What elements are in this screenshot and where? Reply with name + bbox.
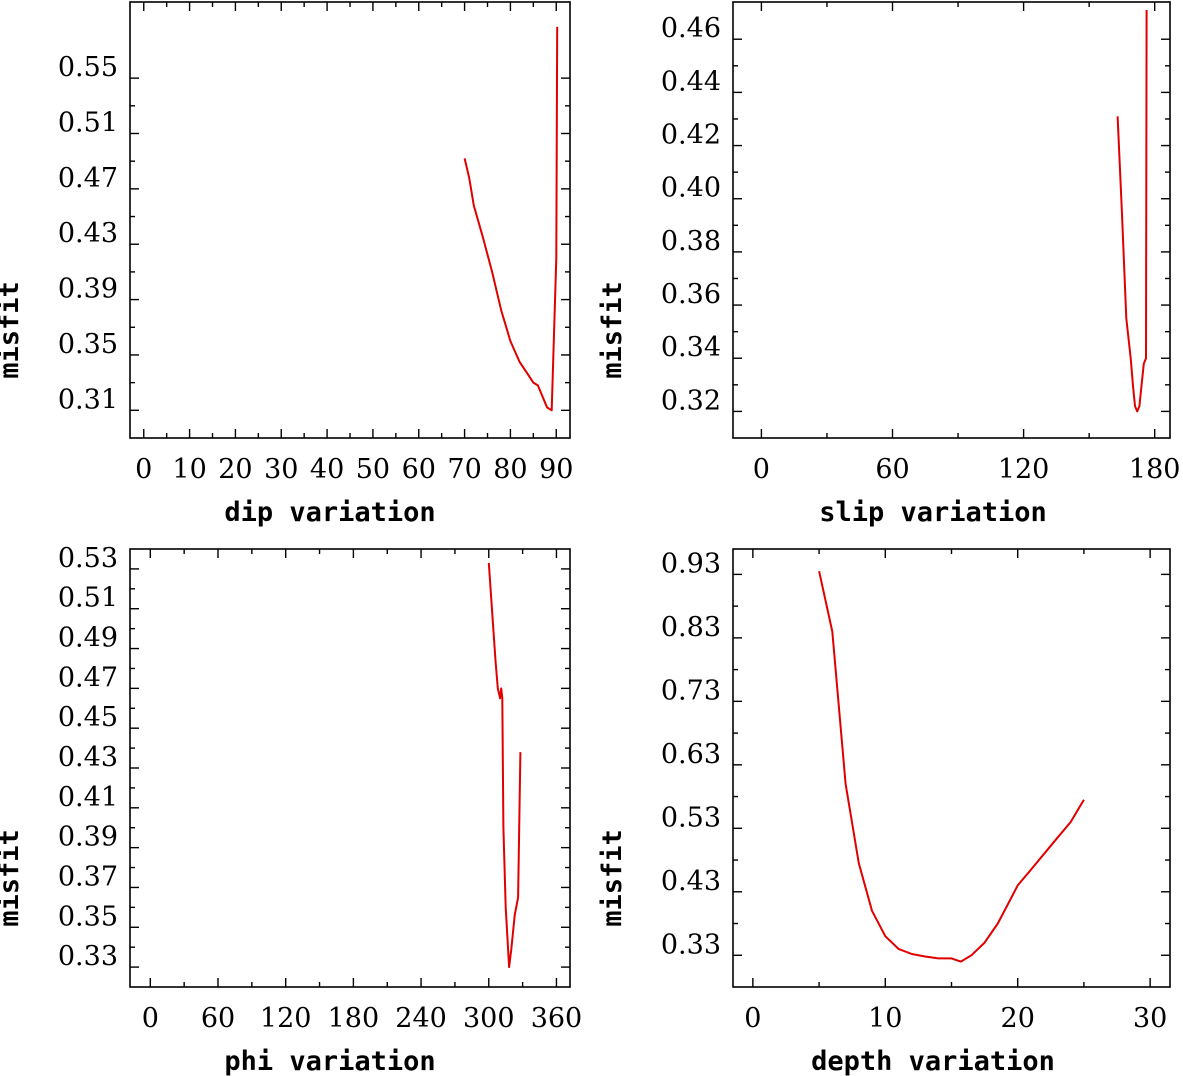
- y-tick-label: 0.33: [661, 929, 721, 960]
- y-tick-label: 0.49: [58, 623, 118, 654]
- x-tick-label: 240: [395, 1003, 447, 1034]
- y-tick-label: 0.51: [58, 583, 118, 614]
- y-tick-label: 0.47: [58, 163, 118, 194]
- y-tick-label: 0.43: [58, 742, 118, 773]
- x-tick-label: 300: [463, 1003, 515, 1034]
- y-axis-title: misfit: [0, 829, 25, 927]
- series-line-depth: [818, 570, 1085, 963]
- x-tick-label: 30: [1133, 1003, 1167, 1034]
- x-tick-label: 90: [539, 454, 573, 485]
- y-tick-label: 0.39: [58, 274, 118, 305]
- chart-phi: 0 60 120 180 240 300 360 0.33 0.35 0.37 0.39 0.41 0.…: [0, 543, 582, 1076]
- series-line-dip: [463, 26, 559, 412]
- y-tick-label: 0.47: [58, 662, 118, 693]
- x-tick-label: 50: [356, 454, 390, 485]
- x-axis-title: depth variation: [811, 1046, 1055, 1076]
- x-tick-label: 10: [172, 454, 206, 485]
- y-tick-label: 0.43: [661, 866, 721, 897]
- x-tick-label: 60: [402, 454, 436, 485]
- y-tick-label: 0.83: [661, 612, 721, 643]
- x-tick-label: 180: [1129, 454, 1181, 485]
- x-tick-label: 80: [493, 454, 527, 485]
- y-tick-label: 0.44: [661, 66, 721, 97]
- y-tick-label: 0.31: [58, 384, 118, 415]
- y-tick-label: 0.43: [58, 218, 118, 249]
- y-tick-label: 0.42: [661, 120, 721, 151]
- y-tick-label: 0.45: [58, 702, 118, 733]
- series-line-slip: [1116, 9, 1148, 413]
- y-tick-label: 0.34: [661, 332, 721, 363]
- plot-frame: [129, 548, 571, 988]
- y-tick-label: 0.41: [58, 782, 118, 813]
- x-tick-label: 20: [1001, 1003, 1035, 1034]
- plot-frame: [732, 548, 1171, 988]
- x-tick-label: 0: [744, 1003, 761, 1034]
- y-tick-label: 0.55: [58, 52, 118, 83]
- chart-dip: 0 10 20 30 40 50 60 70 80 90 0.31 0.35 0.39 0.43 0.47 0…: [0, 1, 573, 528]
- x-tick-label: 0: [753, 454, 770, 485]
- x-tick-label: 20: [218, 454, 252, 485]
- y-tick-label: 0.37: [58, 861, 118, 892]
- y-tick-label: 0.39: [58, 822, 118, 853]
- x-tick-label: 120: [260, 1003, 312, 1034]
- x-tick-label: 30: [264, 454, 298, 485]
- y-axis-title: misfit: [0, 281, 25, 379]
- series-line-phi: [487, 562, 522, 969]
- chart-slip: 0 60 120 180 0.32 0.34 0.36 0.38 0.40 0.42 0.44 0.4…: [597, 1, 1181, 528]
- y-tick-label: 0.53: [58, 543, 118, 574]
- x-axis-title: dip variation: [224, 497, 435, 528]
- chart-depth: 0 10 20 30 0.33 0.43 0.53 0.63 0.73 0.83 0.93 depth…: [597, 548, 1171, 1076]
- y-tick-label: 0.63: [661, 739, 721, 770]
- x-tick-label: 70: [447, 454, 481, 485]
- y-tick-label: 0.73: [661, 675, 721, 706]
- x-tick-label: 180: [328, 1003, 380, 1034]
- y-tick-label: 0.46: [661, 13, 721, 44]
- x-tick-label: 60: [875, 454, 909, 485]
- y-tick-label: 0.93: [661, 548, 721, 579]
- x-tick-label: 0: [142, 1003, 159, 1034]
- y-tick-label: 0.32: [661, 385, 721, 416]
- x-axis-title: phi variation: [224, 1046, 435, 1076]
- x-tick-label: 40: [310, 454, 344, 485]
- y-axis-title: misfit: [597, 281, 628, 379]
- y-tick-label: 0.33: [58, 941, 118, 972]
- x-tick-label: 10: [868, 1003, 902, 1034]
- x-axis-title: slip variation: [819, 497, 1047, 528]
- plot-frame: [732, 1, 1171, 439]
- x-tick-label: 0: [135, 454, 152, 485]
- x-tick-label: 60: [201, 1003, 235, 1034]
- y-tick-label: 0.35: [58, 901, 118, 932]
- y-tick-label: 0.38: [661, 226, 721, 257]
- y-axis-title: misfit: [597, 829, 628, 927]
- plot-frame: [129, 1, 571, 439]
- x-tick-label: 360: [531, 1003, 583, 1034]
- y-tick-label: 0.53: [661, 802, 721, 833]
- y-tick-label: 0.35: [58, 329, 118, 360]
- y-tick-label: 0.36: [661, 279, 721, 310]
- x-tick-label: 120: [998, 454, 1050, 485]
- y-tick-label: 0.40: [661, 173, 721, 204]
- y-tick-label: 0.51: [58, 107, 118, 138]
